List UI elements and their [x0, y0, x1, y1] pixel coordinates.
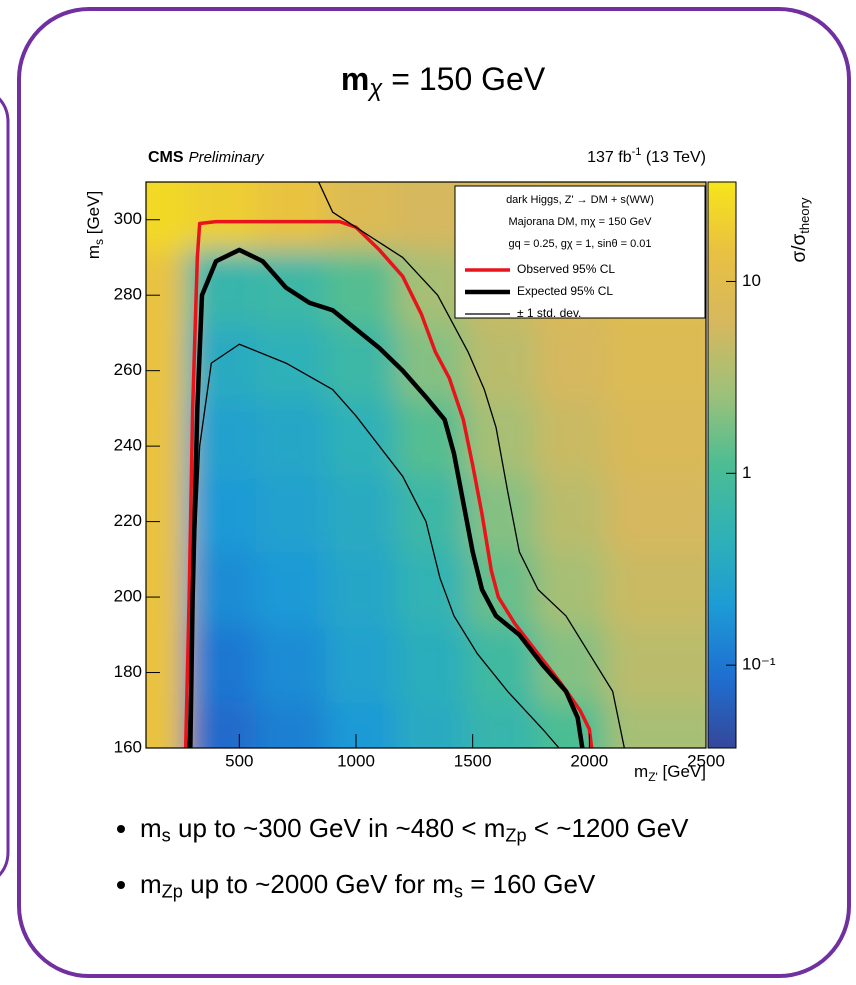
contour-line [188, 247, 585, 748]
title-sub: χ [367, 75, 383, 102]
zlabel-main: σ/σ [789, 233, 810, 262]
legend-label: Expected 95% CL [517, 284, 613, 298]
status: Preliminary [189, 149, 266, 166]
xlabel-sub: Z' [648, 770, 658, 784]
lumi: 137 fb-1 (13 TeV) [587, 146, 706, 166]
y-tick-label: 220 [114, 511, 142, 530]
contour-line [187, 343, 560, 748]
y-tick-label: 160 [114, 737, 142, 756]
contour-line [183, 219, 594, 748]
contour-line [318, 182, 625, 748]
neighbor-panel [0, 97, 10, 877]
title-rest: = 150 GeV [382, 61, 545, 97]
legend: dark Higgs, Z' → DM + s(WW) Majorana DM, … [454, 185, 706, 320]
y-tick-label: 200 [114, 587, 142, 606]
x-tick-label: 1500 [454, 751, 492, 770]
x-tick-label: 500 [225, 751, 253, 770]
legend-box [454, 185, 706, 319]
y-tick-label: 300 [114, 209, 142, 228]
z-tick-label: 10 [742, 271, 761, 290]
title-main: m [341, 61, 369, 97]
plot-frame [145, 181, 707, 749]
lumi-rest: (13 TeV) [641, 149, 706, 166]
bullet-text: < ~1200 GeV [526, 813, 689, 843]
xlabel-rest: [GeV] [658, 762, 706, 781]
zlabel-sub: theory [797, 197, 812, 234]
legend-label: Observed 95% CL [517, 262, 615, 276]
colorbar [707, 181, 737, 749]
bullet-subscript: Zp [161, 881, 183, 902]
bullet-text: up to ~300 GeV in ~480 < m [170, 813, 506, 843]
experiment: CMS [148, 149, 184, 166]
bullet-subscript: s [161, 825, 171, 846]
axes: 500 1000 1500 2000 2500 160 180 200 220 240 260 280… [114, 209, 776, 770]
z-tick-label: 10⁻¹ [742, 655, 776, 674]
y-tick-label: 280 [114, 285, 142, 304]
legend-header: Majorana DM, mχ = 150 GeV [508, 216, 652, 228]
z-tick-label: 1 [742, 463, 751, 482]
slide-title: mχ = 150 GeV [341, 61, 546, 102]
bullet-text: m [140, 813, 162, 843]
x-axis-label: mZ' [GeV] [634, 762, 706, 784]
ylabel-rest: [GeV] [84, 191, 103, 239]
y-tick-label: 240 [114, 436, 142, 455]
lumi-sup: -1 [632, 146, 642, 158]
y-axis-label: ms [GeV] [84, 191, 106, 259]
ylabel-sub: s [92, 239, 106, 245]
bullet-subscript: s [453, 881, 463, 902]
contours [183, 182, 625, 748]
bullet-subscript: Zp [505, 825, 527, 846]
z-axis-label: σ/σtheory [789, 197, 812, 262]
bullet-text: m [140, 868, 162, 899]
y-tick-label: 260 [114, 360, 142, 379]
x-tick-label: 2500 [687, 751, 725, 770]
bullet: ms up to ~300 GeV in ~480 < mZp < ~1200 … [140, 808, 800, 856]
cms-label: CMS Preliminary [148, 149, 265, 166]
legend-header: dark Higgs, Z' → DM + s(WW) [506, 194, 654, 206]
ylabel-main: m [84, 245, 103, 259]
x-tick-label: 2000 [570, 751, 608, 770]
xlabel-main: m [634, 762, 648, 781]
legend-header: gq = 0.25, gχ = 1, sinθ = 0.01 [508, 238, 651, 250]
bullet-text: up to ~2000 GeV for m [182, 868, 454, 899]
y-tick-label: 180 [114, 662, 142, 681]
lumi-main: 137 fb [587, 149, 632, 166]
legend-label: ± 1 std. dev. [517, 306, 581, 320]
bullet: mZp up to ~2000 GeV for ms = 160 GeV [140, 864, 800, 912]
bullet-text: = 160 GeV [463, 868, 596, 899]
bullet-list: ms up to ~300 GeV in ~480 < mZp < ~1200 … [108, 808, 800, 919]
x-tick-label: 1000 [337, 751, 375, 770]
